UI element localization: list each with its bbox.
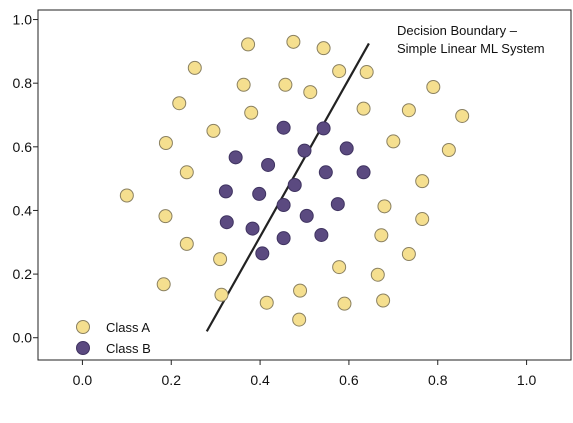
series-class-a	[119, 34, 470, 327]
annotation-line-2: Simple Linear ML System	[397, 41, 545, 56]
point-class-b	[356, 165, 371, 180]
point-class-a	[377, 199, 392, 214]
y-tick-label: 0.0	[13, 330, 33, 346]
point-class-a	[303, 85, 318, 100]
legend-label-class-b: Class B	[106, 341, 151, 356]
series-class-b	[218, 120, 371, 261]
y-tick-label: 1.0	[13, 12, 33, 28]
point-class-a	[316, 41, 331, 56]
point-class-b	[276, 120, 291, 135]
legend: Class A Class B	[76, 320, 151, 356]
point-class-b	[330, 197, 345, 212]
point-class-a	[370, 267, 385, 282]
point-class-a	[241, 37, 256, 52]
decision-boundary-layer	[205, 42, 370, 332]
x-tick-label: 0.2	[162, 372, 182, 388]
axes: 0.0 0.2 0.4 0.6 0.8 1.0 0.0 0.2 0.4 0.6 0.8 1.0	[13, 9, 572, 388]
point-class-a	[293, 283, 308, 298]
point-class-a	[376, 293, 391, 308]
point-class-a	[214, 287, 229, 302]
point-class-a	[332, 260, 347, 275]
decision-boundary-line	[205, 42, 370, 332]
point-class-b	[252, 186, 267, 201]
point-class-a	[337, 296, 352, 311]
legend-label-class-a: Class A	[106, 320, 150, 335]
y-tick-label: 0.4	[13, 202, 33, 218]
point-class-a	[401, 247, 416, 262]
point-class-a	[179, 165, 194, 180]
point-class-a	[332, 64, 347, 79]
y-tick-label: 0.2	[13, 266, 33, 282]
point-class-a	[179, 236, 194, 251]
point-class-b	[261, 157, 276, 172]
point-class-b	[255, 246, 270, 261]
point-class-a	[455, 108, 470, 123]
point-class-a	[359, 65, 374, 80]
point-class-b	[287, 178, 302, 192]
point-class-a	[356, 101, 371, 116]
point-class-b	[297, 143, 312, 158]
point-class-b	[316, 121, 331, 136]
x-tick-label: 0.4	[250, 372, 270, 388]
point-class-b	[314, 227, 329, 242]
point-class-a	[386, 134, 401, 149]
point-class-a	[187, 60, 202, 75]
x-tick-label: 1.0	[517, 372, 537, 388]
x-tick-label: 0.8	[428, 372, 448, 388]
y-tick-label: 0.8	[13, 75, 33, 91]
point-class-a	[244, 105, 259, 120]
point-class-a	[415, 212, 430, 227]
point-class-a	[158, 136, 173, 150]
y-tick-label: 0.6	[13, 139, 33, 155]
point-class-a	[286, 34, 301, 49]
point-class-a	[172, 96, 187, 111]
point-class-a	[206, 123, 221, 138]
legend-marker-class-a	[76, 320, 90, 334]
point-class-b	[318, 165, 333, 180]
point-class-a	[415, 174, 430, 189]
point-class-a	[441, 143, 456, 157]
point-class-b	[228, 150, 243, 165]
point-class-a	[156, 277, 171, 292]
scatter-points	[119, 34, 470, 327]
point-class-b	[218, 184, 233, 199]
point-class-a	[213, 252, 228, 267]
point-class-a	[119, 188, 134, 203]
point-class-b	[339, 141, 354, 156]
annotation: Decision Boundary – Simple Linear ML Sys…	[397, 23, 545, 56]
point-class-b	[276, 198, 291, 213]
point-class-b	[245, 221, 260, 236]
x-tick-label: 0.0	[73, 372, 93, 388]
annotation-line-1: Decision Boundary –	[397, 23, 518, 38]
point-class-b	[219, 215, 234, 230]
point-class-b	[299, 208, 314, 223]
point-class-a	[374, 228, 389, 243]
legend-marker-class-b	[76, 341, 90, 355]
point-class-a	[401, 103, 416, 118]
point-class-a	[426, 80, 441, 94]
x-tick-label: 0.6	[339, 372, 359, 388]
point-class-b	[276, 231, 291, 246]
point-class-a	[278, 77, 293, 92]
point-class-a	[236, 77, 251, 92]
point-class-a	[158, 209, 173, 224]
point-class-a	[259, 295, 274, 310]
plot-frame	[37, 9, 572, 361]
point-class-a	[292, 312, 307, 327]
